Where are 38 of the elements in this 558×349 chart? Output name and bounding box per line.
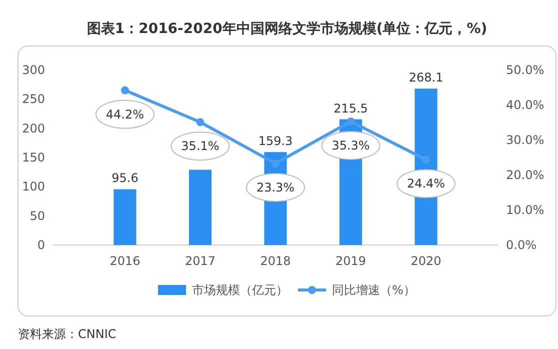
bar <box>114 189 136 245</box>
data-label: 215.5 <box>334 101 368 116</box>
data-label: 23.3% <box>256 180 295 194</box>
chart-title: 图表1：2016-2020年中国网络文学市场规模(单位：亿元，%) <box>86 20 488 37</box>
data-label: 35.1% <box>181 139 220 154</box>
y-tick-label: 150 <box>22 150 45 164</box>
y2-tick-label: 40.0% <box>506 98 544 112</box>
legend-label: 市场规模（亿元） <box>192 283 288 297</box>
y2-tick-label: 20.0% <box>506 168 544 182</box>
point <box>422 156 430 164</box>
y2-tick-label: 0.0% <box>506 238 536 252</box>
y-tick-label: 0 <box>37 238 45 252</box>
data-label: 44.2% <box>106 107 144 122</box>
x-tick-label: 2016 <box>110 254 140 268</box>
y2-tick-label: 10.0% <box>506 203 544 217</box>
y2-tick-label: 50.0% <box>506 63 544 77</box>
data-label: 159.3 <box>258 134 293 148</box>
point <box>272 159 280 168</box>
bar <box>188 170 212 245</box>
x-tick-label: 2018 <box>260 254 291 268</box>
y-tick-label: 50 <box>30 208 45 223</box>
legend-label: 同比增速（%） <box>332 283 416 297</box>
y-tick-label: 100 <box>22 180 45 194</box>
point <box>346 117 355 126</box>
y-tick-label: 200 <box>22 121 45 136</box>
y2-tick-label: 30.0% <box>506 133 544 147</box>
y-tick-label: 250 <box>22 92 45 106</box>
data-label: 24.4% <box>406 176 446 191</box>
data-label: 35.3% <box>332 138 370 152</box>
x-tick-label: 2019 <box>335 254 366 268</box>
data-label: 268.1 <box>408 70 444 85</box>
text: 资料来源：CNNIC <box>18 327 116 341</box>
data-label: 95.6 <box>112 171 138 186</box>
y-tick-label: 300 <box>22 63 45 77</box>
point <box>196 118 204 126</box>
x-tick-label: 2020 <box>410 254 442 268</box>
point <box>120 86 129 94</box>
x-tick-label: 2017 <box>184 254 216 268</box>
